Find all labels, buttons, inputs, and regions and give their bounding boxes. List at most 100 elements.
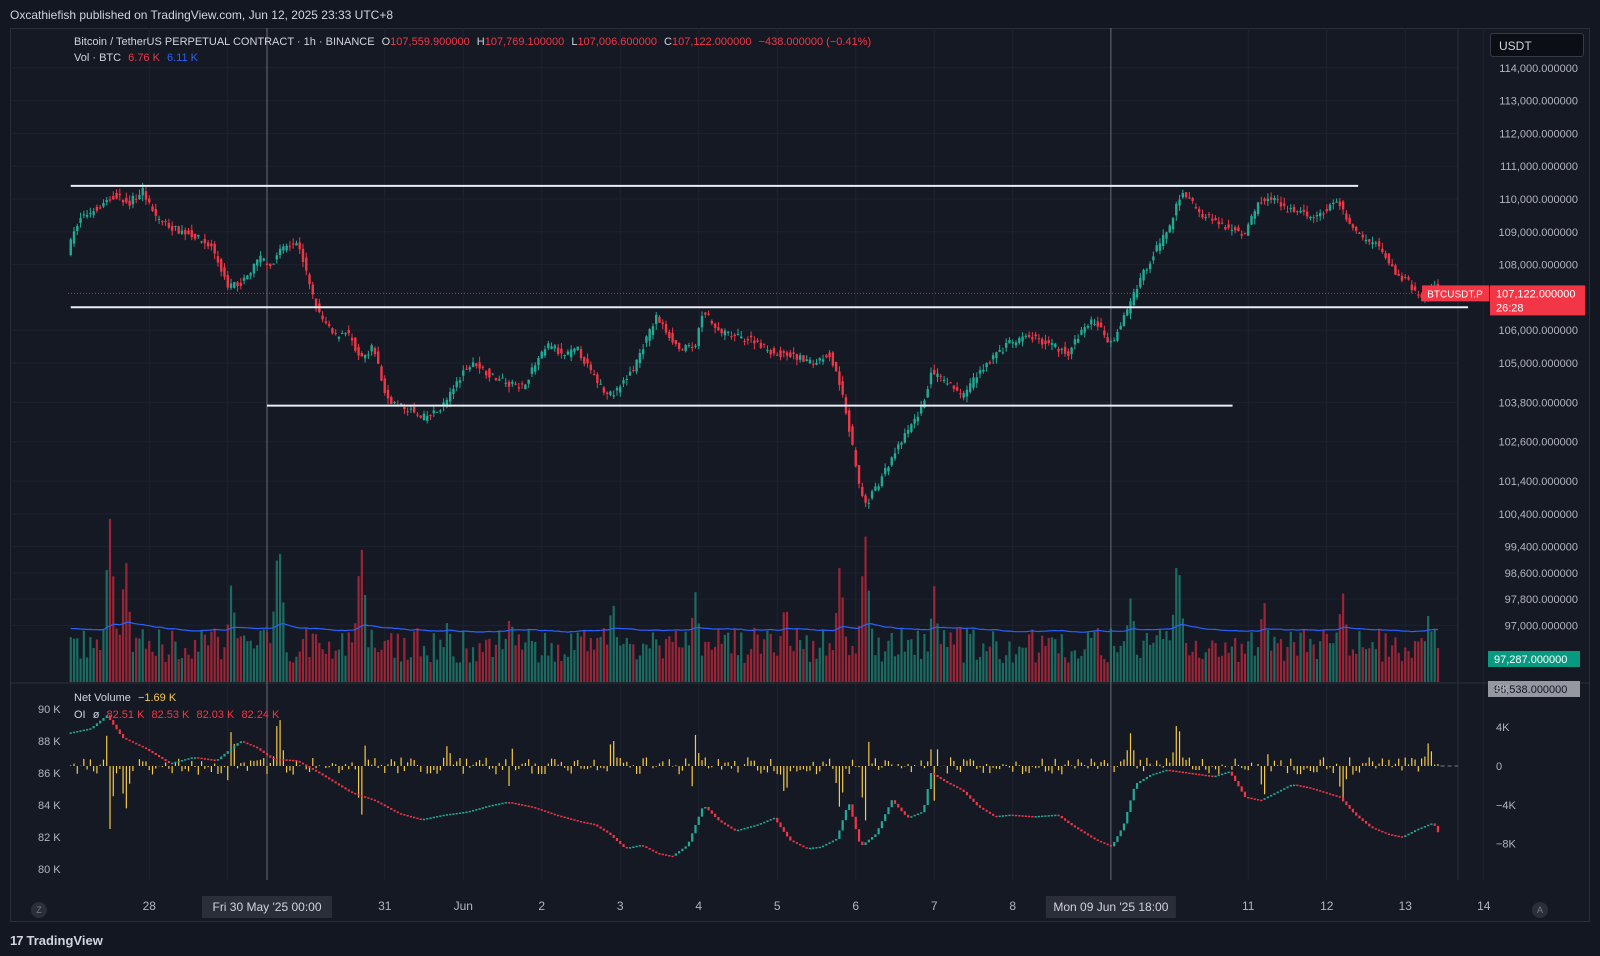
oi-symbol: ø xyxy=(92,709,100,721)
time-tick-label: 3 xyxy=(617,899,624,913)
symbol-name[interactable]: Bitcoin / TetherUS PERPETUAL CONTRACT · … xyxy=(74,36,375,48)
oi-candle xyxy=(475,809,478,811)
oi-legend[interactable]: OI ø 82.51 K 82.53 K 82.03 K 82.24 K xyxy=(74,709,283,721)
volume-bar xyxy=(1132,621,1135,682)
volume-bar xyxy=(570,633,573,682)
oi-candle xyxy=(985,809,988,812)
oi-candle xyxy=(1427,824,1430,827)
volume-bar xyxy=(1149,644,1152,682)
volume-bar xyxy=(1427,615,1430,682)
volume-bar xyxy=(1351,649,1355,682)
volume-bar xyxy=(89,637,92,682)
oi-candle xyxy=(334,781,337,784)
candle-body xyxy=(563,355,566,357)
volume-bar xyxy=(805,635,808,682)
oi-candle xyxy=(1116,836,1119,842)
candle-body xyxy=(946,383,949,385)
oi-candle xyxy=(1322,791,1325,793)
volume-bar xyxy=(628,643,632,682)
oi-candle xyxy=(749,826,753,828)
oi-candle xyxy=(1420,827,1423,829)
candle-body xyxy=(1090,319,1093,325)
volume-legend[interactable]: Vol · BTC 6.76 K 6.11 K xyxy=(74,52,202,64)
candle-body xyxy=(668,332,671,339)
volume-bar xyxy=(691,617,694,682)
currency-button[interactable]: USDT xyxy=(1490,33,1584,57)
volume-bar xyxy=(115,628,118,682)
candle-body xyxy=(468,367,471,370)
symbol-legend[interactable]: Bitcoin / TetherUS PERPETUAL CONTRACT · … xyxy=(74,36,875,48)
oi-candle xyxy=(969,795,972,799)
candle-body xyxy=(802,355,805,362)
candle-body xyxy=(985,362,988,368)
time-tick-label: 14 xyxy=(1477,899,1491,913)
candle-body xyxy=(1400,275,1404,281)
candle-body xyxy=(95,206,99,211)
oi-candle xyxy=(1171,770,1175,772)
candle-body xyxy=(834,361,838,372)
volume-bar xyxy=(1364,649,1368,682)
volume-bar xyxy=(841,597,844,682)
net-volume-legend[interactable]: Net Volume −1.69 K xyxy=(74,692,180,704)
volume-bar xyxy=(684,631,687,682)
volume-bar xyxy=(442,647,445,682)
volume-bar xyxy=(262,629,265,682)
oi-candle xyxy=(426,818,429,820)
oi-candle xyxy=(102,718,105,721)
open-interest-candles xyxy=(69,715,1440,858)
candle-body xyxy=(216,256,220,263)
candle-body xyxy=(883,468,887,475)
candle-body xyxy=(1112,340,1116,342)
auto-scale-icon[interactable]: A xyxy=(1532,902,1548,918)
net-volume-bars xyxy=(70,720,1458,830)
oi-candle xyxy=(1417,828,1420,831)
zoom-icon[interactable]: Z xyxy=(31,902,47,918)
candle-body xyxy=(1364,239,1368,242)
oi-candle xyxy=(314,769,318,772)
candle-body xyxy=(812,363,815,365)
oi-candle xyxy=(1057,814,1060,817)
candle-body xyxy=(1168,225,1171,233)
oi-candle xyxy=(121,734,125,739)
volume-bar xyxy=(377,652,380,682)
candle-body xyxy=(1037,338,1041,340)
volume-bar xyxy=(606,644,609,682)
price-tick-label: 101,400.000000 xyxy=(1498,476,1578,488)
candle-body xyxy=(730,336,733,338)
volume-bar xyxy=(566,656,570,682)
oi-candle xyxy=(511,802,514,804)
volume-bar xyxy=(743,662,746,682)
candle-body xyxy=(1145,269,1149,271)
time-highlight-box xyxy=(1045,896,1176,918)
oi-candle xyxy=(360,795,363,797)
candle-body xyxy=(641,349,645,355)
candle-body xyxy=(694,345,697,347)
candle-body xyxy=(255,259,259,266)
oi-candle xyxy=(1292,784,1296,787)
oi-candle xyxy=(1286,786,1289,789)
oi-candle xyxy=(1109,845,1112,847)
oi-candle xyxy=(664,854,668,856)
candle-body xyxy=(1155,245,1158,252)
oi-candle xyxy=(779,822,782,828)
volume-bar xyxy=(1099,655,1103,682)
candle-body xyxy=(79,218,82,223)
oi-candle xyxy=(1106,843,1109,846)
time-tick-label: 7 xyxy=(931,899,938,913)
oi-candle xyxy=(857,829,861,842)
oi-candle xyxy=(782,827,785,832)
volume-bar xyxy=(890,633,893,682)
oi-candle xyxy=(1126,811,1129,824)
candle-body xyxy=(841,381,844,395)
volume-bar xyxy=(1126,625,1129,682)
oi-candle xyxy=(864,842,867,845)
support-resistance-lines[interactable] xyxy=(68,184,1469,407)
oi-candle xyxy=(167,761,170,763)
tradingview-logo[interactable]: 17 TradingView xyxy=(10,933,103,948)
close-value: 107,122.000000 xyxy=(671,36,752,48)
candle-body xyxy=(108,199,112,201)
close-label: C xyxy=(664,36,672,48)
candle-body xyxy=(622,380,625,384)
oi-candle xyxy=(161,757,164,759)
